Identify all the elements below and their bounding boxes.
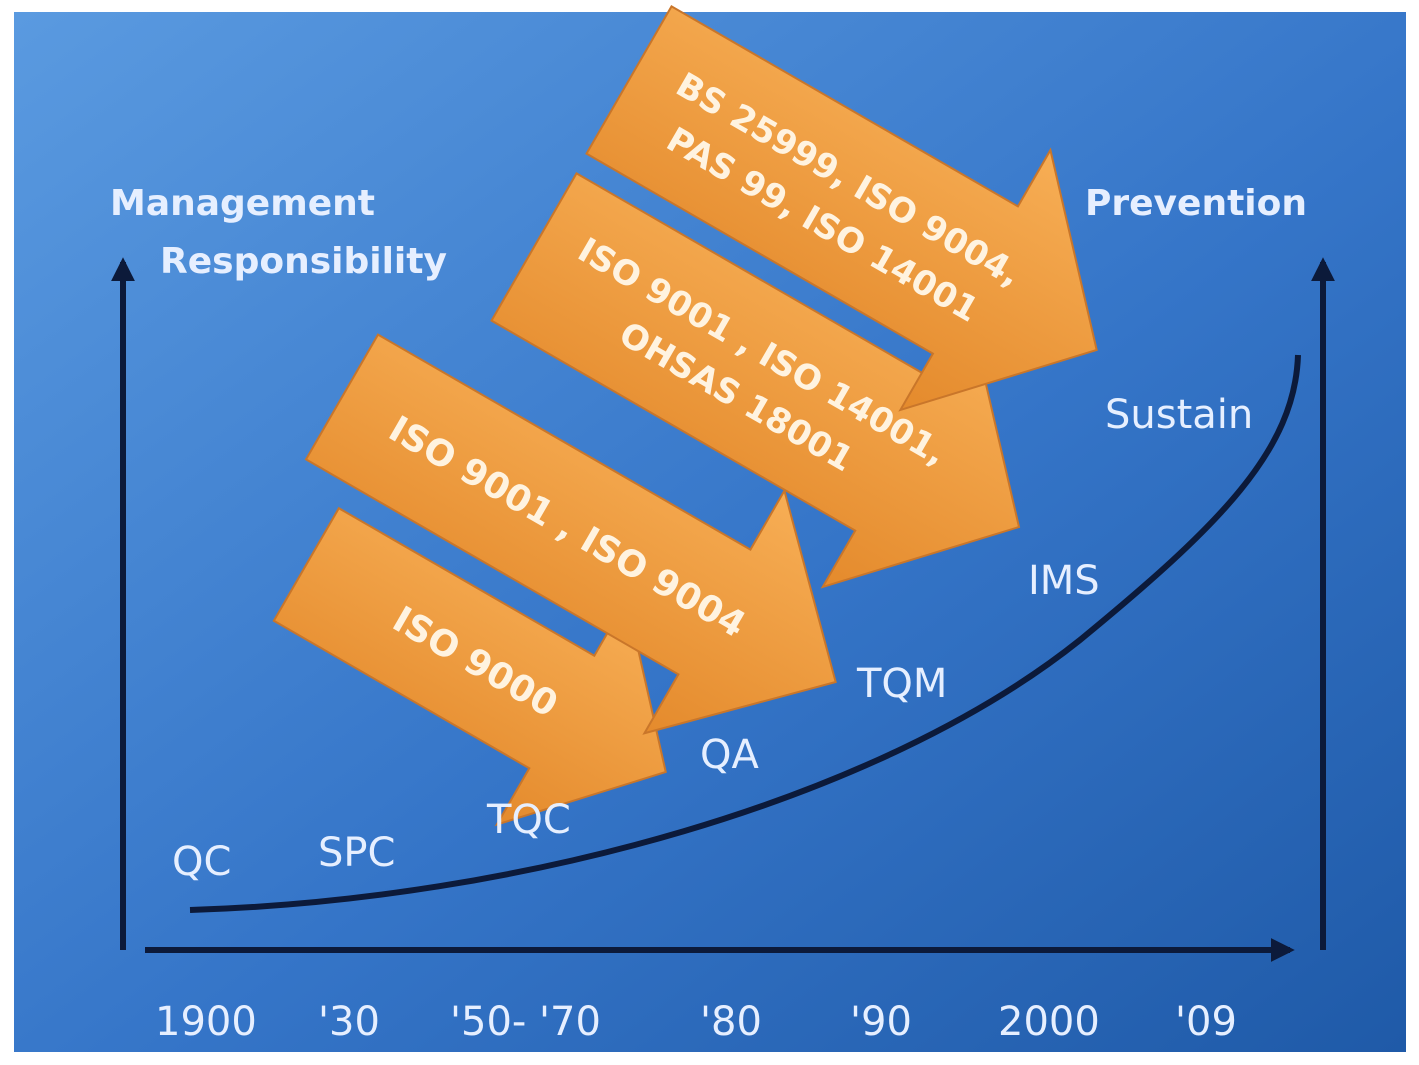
timeline-label: 2000 — [998, 999, 1100, 1045]
timeline-label: '50- '70 — [450, 999, 601, 1045]
left-axis-title-line1: Management — [110, 183, 375, 224]
stage-label: SPC — [318, 830, 395, 876]
left-axis-title-line2: Responsibility — [160, 241, 447, 282]
timeline-label: '80 — [700, 999, 762, 1045]
stage-label: QA — [700, 732, 759, 778]
stage-label: QC — [172, 839, 231, 885]
timeline-label: '09 — [1175, 999, 1237, 1045]
stage-label: TQM — [856, 661, 947, 707]
growth-curve — [189, 354, 1301, 913]
timeline-label: 1900 — [155, 999, 257, 1045]
stage-label: TQC — [486, 797, 571, 843]
stage-label: Sustain — [1105, 392, 1253, 438]
right-axis-title: Prevention — [1085, 183, 1307, 224]
timeline-label: '30 — [318, 999, 380, 1045]
timeline-label: '90 — [850, 999, 912, 1045]
stage-label: IMS — [1028, 558, 1100, 604]
